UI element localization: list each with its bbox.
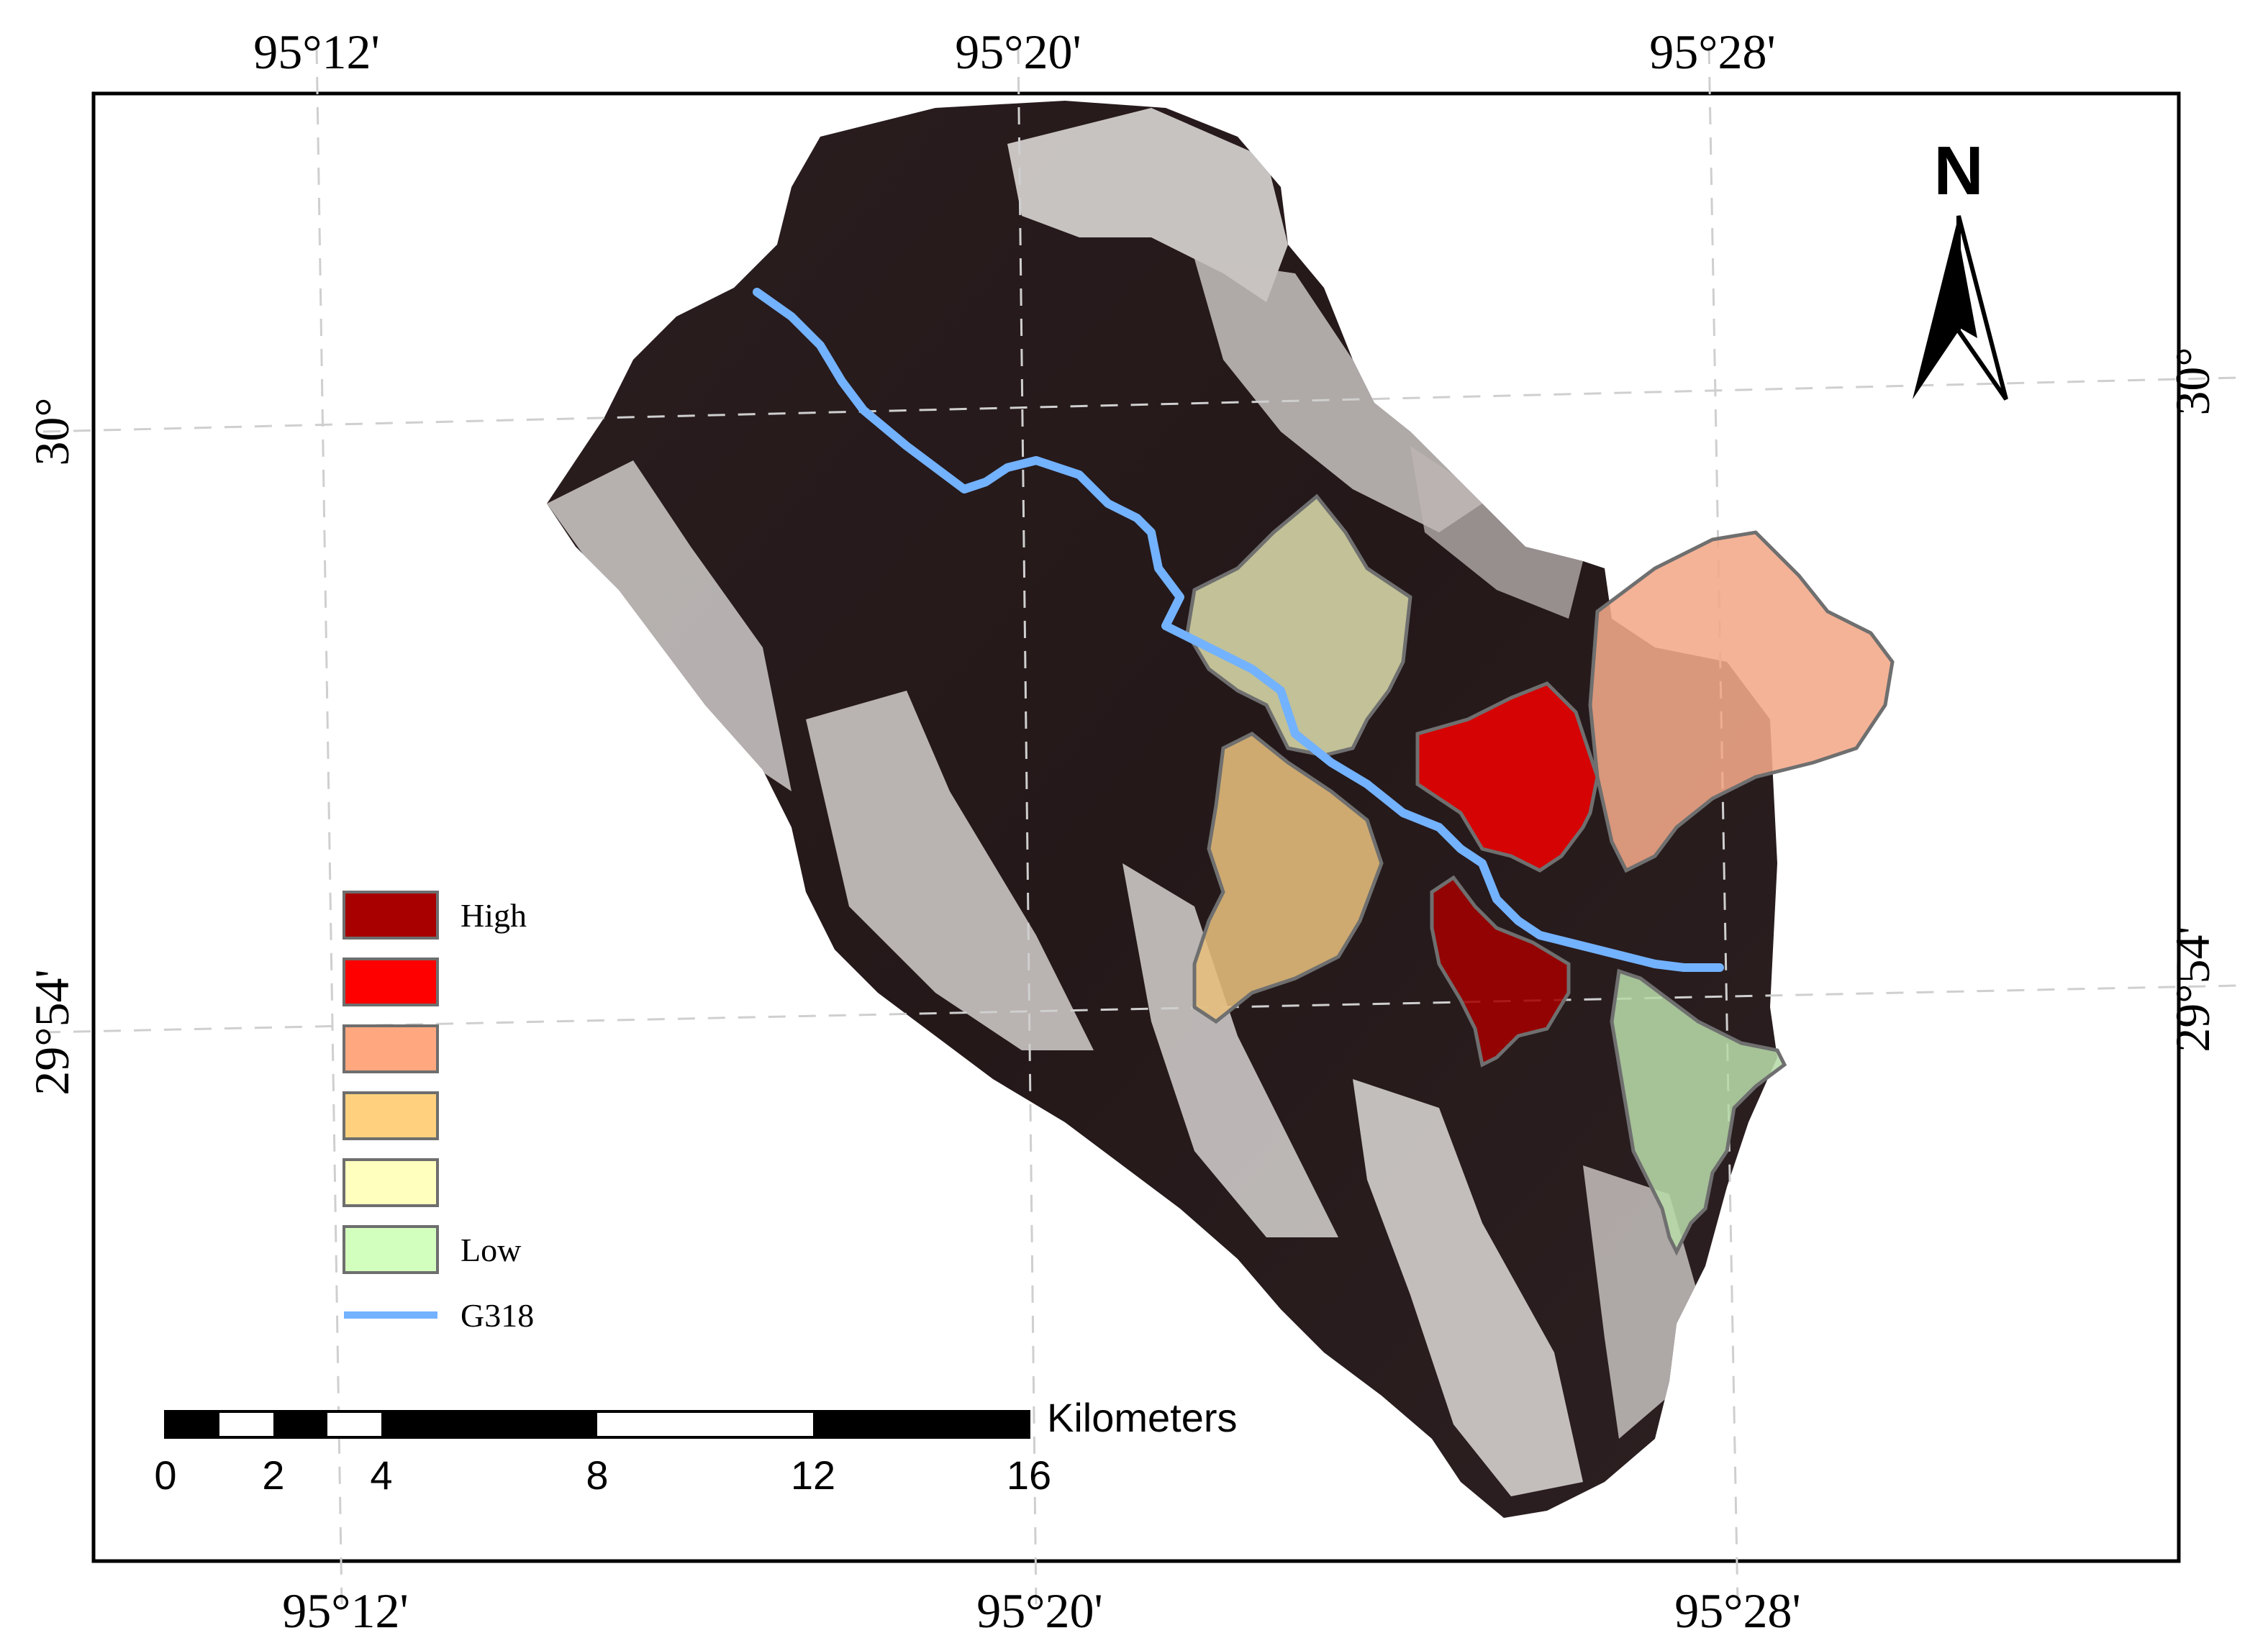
legend-swatch-5 xyxy=(343,1158,439,1207)
scale-bar-segment xyxy=(327,1418,381,1431)
legend-label-1: High xyxy=(461,897,527,934)
north-arrow: N xyxy=(1913,132,2008,401)
legend-swatch-6 xyxy=(343,1225,439,1274)
scale-bar-segment xyxy=(597,1418,813,1431)
snow-patch xyxy=(547,460,791,791)
bottom-tick-2: 95°20' xyxy=(976,1583,1102,1638)
scale-bar-segment xyxy=(813,1411,1029,1437)
scale-unit: Kilometers xyxy=(1047,1395,1238,1440)
snow-patch xyxy=(1122,863,1338,1237)
top-tick-1: 95°12' xyxy=(253,24,379,79)
legend-label-6: Low xyxy=(461,1232,522,1268)
scale-bar-segment xyxy=(381,1411,597,1437)
map-frame xyxy=(91,91,2181,1563)
snow-patch xyxy=(1194,259,1482,532)
scale-label-4: 8 xyxy=(586,1452,608,1498)
zone-south-darkred xyxy=(1430,875,1571,1068)
scale-bar-segment xyxy=(273,1411,327,1437)
scale-label-6: 16 xyxy=(1007,1452,1051,1498)
scale-label-5: 12 xyxy=(791,1452,835,1498)
zone-west-center xyxy=(1192,732,1384,1024)
legend-swatch-3 xyxy=(343,1024,439,1073)
hazard-zones xyxy=(1185,494,1895,1256)
scale-bar: Kilometers 0 2 4 8 12 16 xyxy=(154,1395,1237,1498)
scale-bar-segment xyxy=(219,1418,273,1431)
zone-east-salmon xyxy=(1588,530,1895,873)
top-tick-2: 95°20' xyxy=(955,24,1081,79)
north-label: N xyxy=(1933,132,1983,209)
coordinate-labels: 95°12' 95°20' 95°28' 95°12' 95°20' 95°28… xyxy=(24,24,2220,1638)
zone-southeast-green xyxy=(1610,968,1787,1256)
right-tick-2: 29°54' xyxy=(2165,926,2220,1052)
legend-swatch-2 xyxy=(343,958,439,1006)
left-tick-2: 29°54' xyxy=(24,969,79,1095)
scale-label-2: 2 xyxy=(262,1452,284,1498)
study-area xyxy=(547,101,1777,1518)
scale-bar-segment xyxy=(165,1411,219,1437)
legend-swatch-1 xyxy=(343,891,439,940)
right-tick-1: 30° xyxy=(2165,347,2220,415)
road-g318 xyxy=(753,288,1724,972)
snow-patch xyxy=(1007,108,1288,302)
snow-patch xyxy=(1353,1079,1583,1496)
north-arrow-icon xyxy=(1913,216,1959,399)
legend: High Low G318 xyxy=(343,891,534,1334)
legend-road-label: G318 xyxy=(461,1297,534,1334)
snow-patch xyxy=(1410,446,1583,619)
bottom-tick-1: 95°12' xyxy=(282,1583,408,1638)
left-tick-1: 30° xyxy=(24,397,79,465)
north-arrow-inner xyxy=(1959,237,1977,338)
legend-swatch-4 xyxy=(343,1091,439,1140)
zone-high-red xyxy=(1415,681,1600,873)
bottom-tick-3: 95°28' xyxy=(1674,1583,1800,1638)
top-tick-3: 95°28' xyxy=(1649,24,1775,79)
zone-north-center xyxy=(1185,494,1412,758)
snow-patch xyxy=(806,691,1094,1050)
scale-label-3: 4 xyxy=(370,1452,392,1498)
scale-label-1: 0 xyxy=(154,1452,176,1498)
